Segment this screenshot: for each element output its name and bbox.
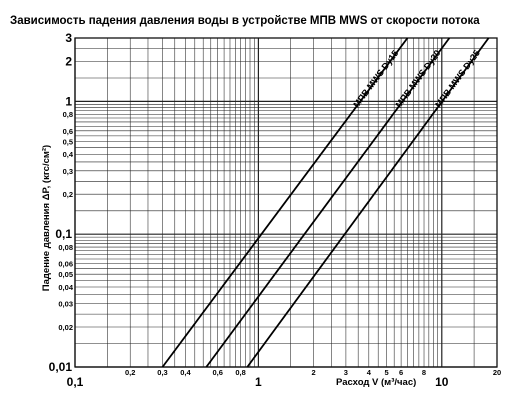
x-tick-label: 2 (312, 368, 316, 377)
series-line-2 (205, 37, 451, 368)
y-tick-label: 0,01 (49, 360, 73, 374)
y-tick-label: 0,03 (58, 300, 73, 309)
y-tick-label: 0,2 (63, 190, 73, 199)
y-tick-label: 0,06 (58, 260, 73, 269)
x-tick-label: 1 (255, 375, 262, 389)
x-tick-label: 0,6 (212, 368, 222, 377)
y-tick-label: 3 (65, 31, 72, 45)
x-tick-label: 10 (435, 375, 449, 389)
x-tick-label: 8 (422, 368, 426, 377)
x-tick-label: 4 (367, 368, 372, 377)
chart-title: Зависимость падения давления воды в устр… (10, 15, 480, 27)
x-tick-label: 0,4 (180, 368, 191, 377)
x-tick-label: 20 (493, 368, 501, 377)
x-tick-label: 3 (344, 368, 348, 377)
plot-frame (74, 37, 498, 368)
y-tick-label: 0,05 (58, 270, 73, 279)
y-tick-label: 0,02 (58, 323, 73, 332)
y-tick-label: 0,4 (63, 150, 74, 159)
y-tick-label: 0,04 (58, 283, 73, 292)
y-axis-label: Падение давления ΔP, (кгс/см²) (41, 145, 52, 291)
series-label-3: МПВ MWS Dу25 (433, 48, 482, 110)
y-tick-label: 2 (65, 54, 72, 68)
x-tick-label: 0,8 (235, 368, 245, 377)
series-line-1 (161, 37, 409, 368)
series-label-1: МПВ MWS Dу15 (351, 48, 400, 109)
y-tick-label: 0,3 (63, 167, 73, 176)
x-tick-label: 0,1 (67, 375, 84, 389)
y-tick-label: 1 (65, 94, 72, 108)
x-tick-label: 6 (399, 368, 403, 377)
x-axis-label: Расход V (м³/час) (336, 377, 416, 388)
series-line-3 (246, 37, 490, 368)
x-tick-label: 5 (384, 368, 388, 377)
x-tick-label: 0,3 (157, 368, 167, 377)
x-tick-label: 0,2 (125, 368, 135, 377)
y-tick-label: 0,6 (63, 127, 73, 136)
x-tick-labels: 0,1 0,2 0,3 0,4 0,6 0,8 1 2 3 4 5 6 8 10 20 (67, 368, 502, 389)
y-tick-label: 0,8 (63, 110, 73, 119)
y-tick-label: 0,08 (58, 243, 73, 252)
grid (74, 37, 498, 368)
y-tick-label: 0,1 (55, 227, 72, 241)
y-tick-labels: 3 2 1 0,8 0,60,5 0,4 0,3 0,2 0,1 0,08 0,060,05 0,04… (49, 31, 74, 374)
y-tick-label: 0,5 (63, 137, 73, 146)
